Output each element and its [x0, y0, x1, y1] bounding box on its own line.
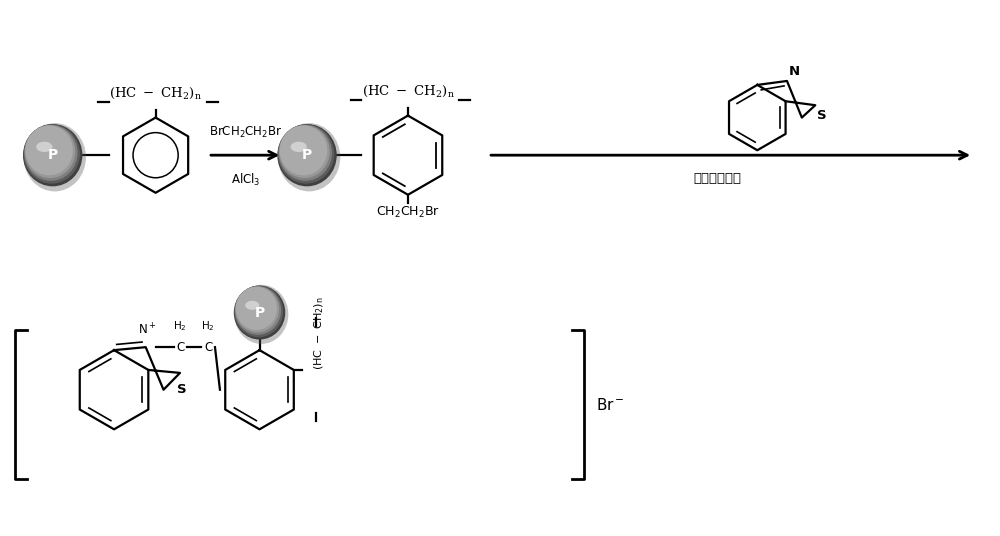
Text: C: C	[176, 341, 184, 354]
Text: S: S	[817, 109, 827, 122]
Ellipse shape	[277, 124, 337, 187]
Text: H$_2$: H$_2$	[201, 319, 215, 333]
Ellipse shape	[234, 285, 288, 344]
Ellipse shape	[278, 123, 340, 191]
Text: P: P	[254, 306, 265, 319]
Text: $\mathdefault{(HC\ -\ CH_2)_n}$: $\mathdefault{(HC\ -\ CH_2)_n}$	[362, 84, 454, 99]
Ellipse shape	[234, 286, 285, 339]
Ellipse shape	[279, 125, 332, 181]
Text: CH$_2$CH$_2$Br: CH$_2$CH$_2$Br	[376, 205, 440, 220]
Ellipse shape	[36, 142, 53, 152]
Ellipse shape	[280, 125, 327, 175]
Ellipse shape	[23, 124, 82, 187]
Text: S: S	[177, 383, 187, 396]
Ellipse shape	[235, 286, 281, 335]
Ellipse shape	[245, 301, 259, 310]
Text: H$_2$: H$_2$	[173, 319, 187, 333]
Ellipse shape	[24, 124, 80, 184]
Ellipse shape	[24, 123, 86, 191]
Ellipse shape	[25, 125, 73, 175]
Ellipse shape	[236, 287, 277, 330]
Text: P: P	[48, 148, 58, 162]
Text: C: C	[204, 341, 212, 354]
Text: P: P	[302, 148, 312, 162]
Text: $\mathdefault{(HC\ -\ CH_2)_n}$: $\mathdefault{(HC\ -\ CH_2)_n}$	[313, 296, 326, 370]
Ellipse shape	[279, 125, 330, 178]
Text: N$^+$: N$^+$	[138, 323, 157, 338]
Ellipse shape	[291, 142, 307, 152]
Text: N: N	[788, 64, 799, 78]
Text: Br$^-$: Br$^-$	[596, 397, 625, 413]
Ellipse shape	[235, 286, 279, 332]
Text: $\mathdefault{(HC\ -\ CH_2)_n}$: $\mathdefault{(HC\ -\ CH_2)_n}$	[109, 86, 202, 101]
Text: 溶剂苯，回流: 溶剂苯，回流	[694, 172, 742, 185]
Ellipse shape	[25, 125, 75, 178]
Text: BrCH$_2$CH$_2$Br: BrCH$_2$CH$_2$Br	[209, 125, 282, 140]
Ellipse shape	[278, 124, 334, 184]
Ellipse shape	[234, 286, 283, 337]
Text: AlCl$_3$: AlCl$_3$	[231, 172, 260, 188]
Ellipse shape	[24, 125, 78, 181]
